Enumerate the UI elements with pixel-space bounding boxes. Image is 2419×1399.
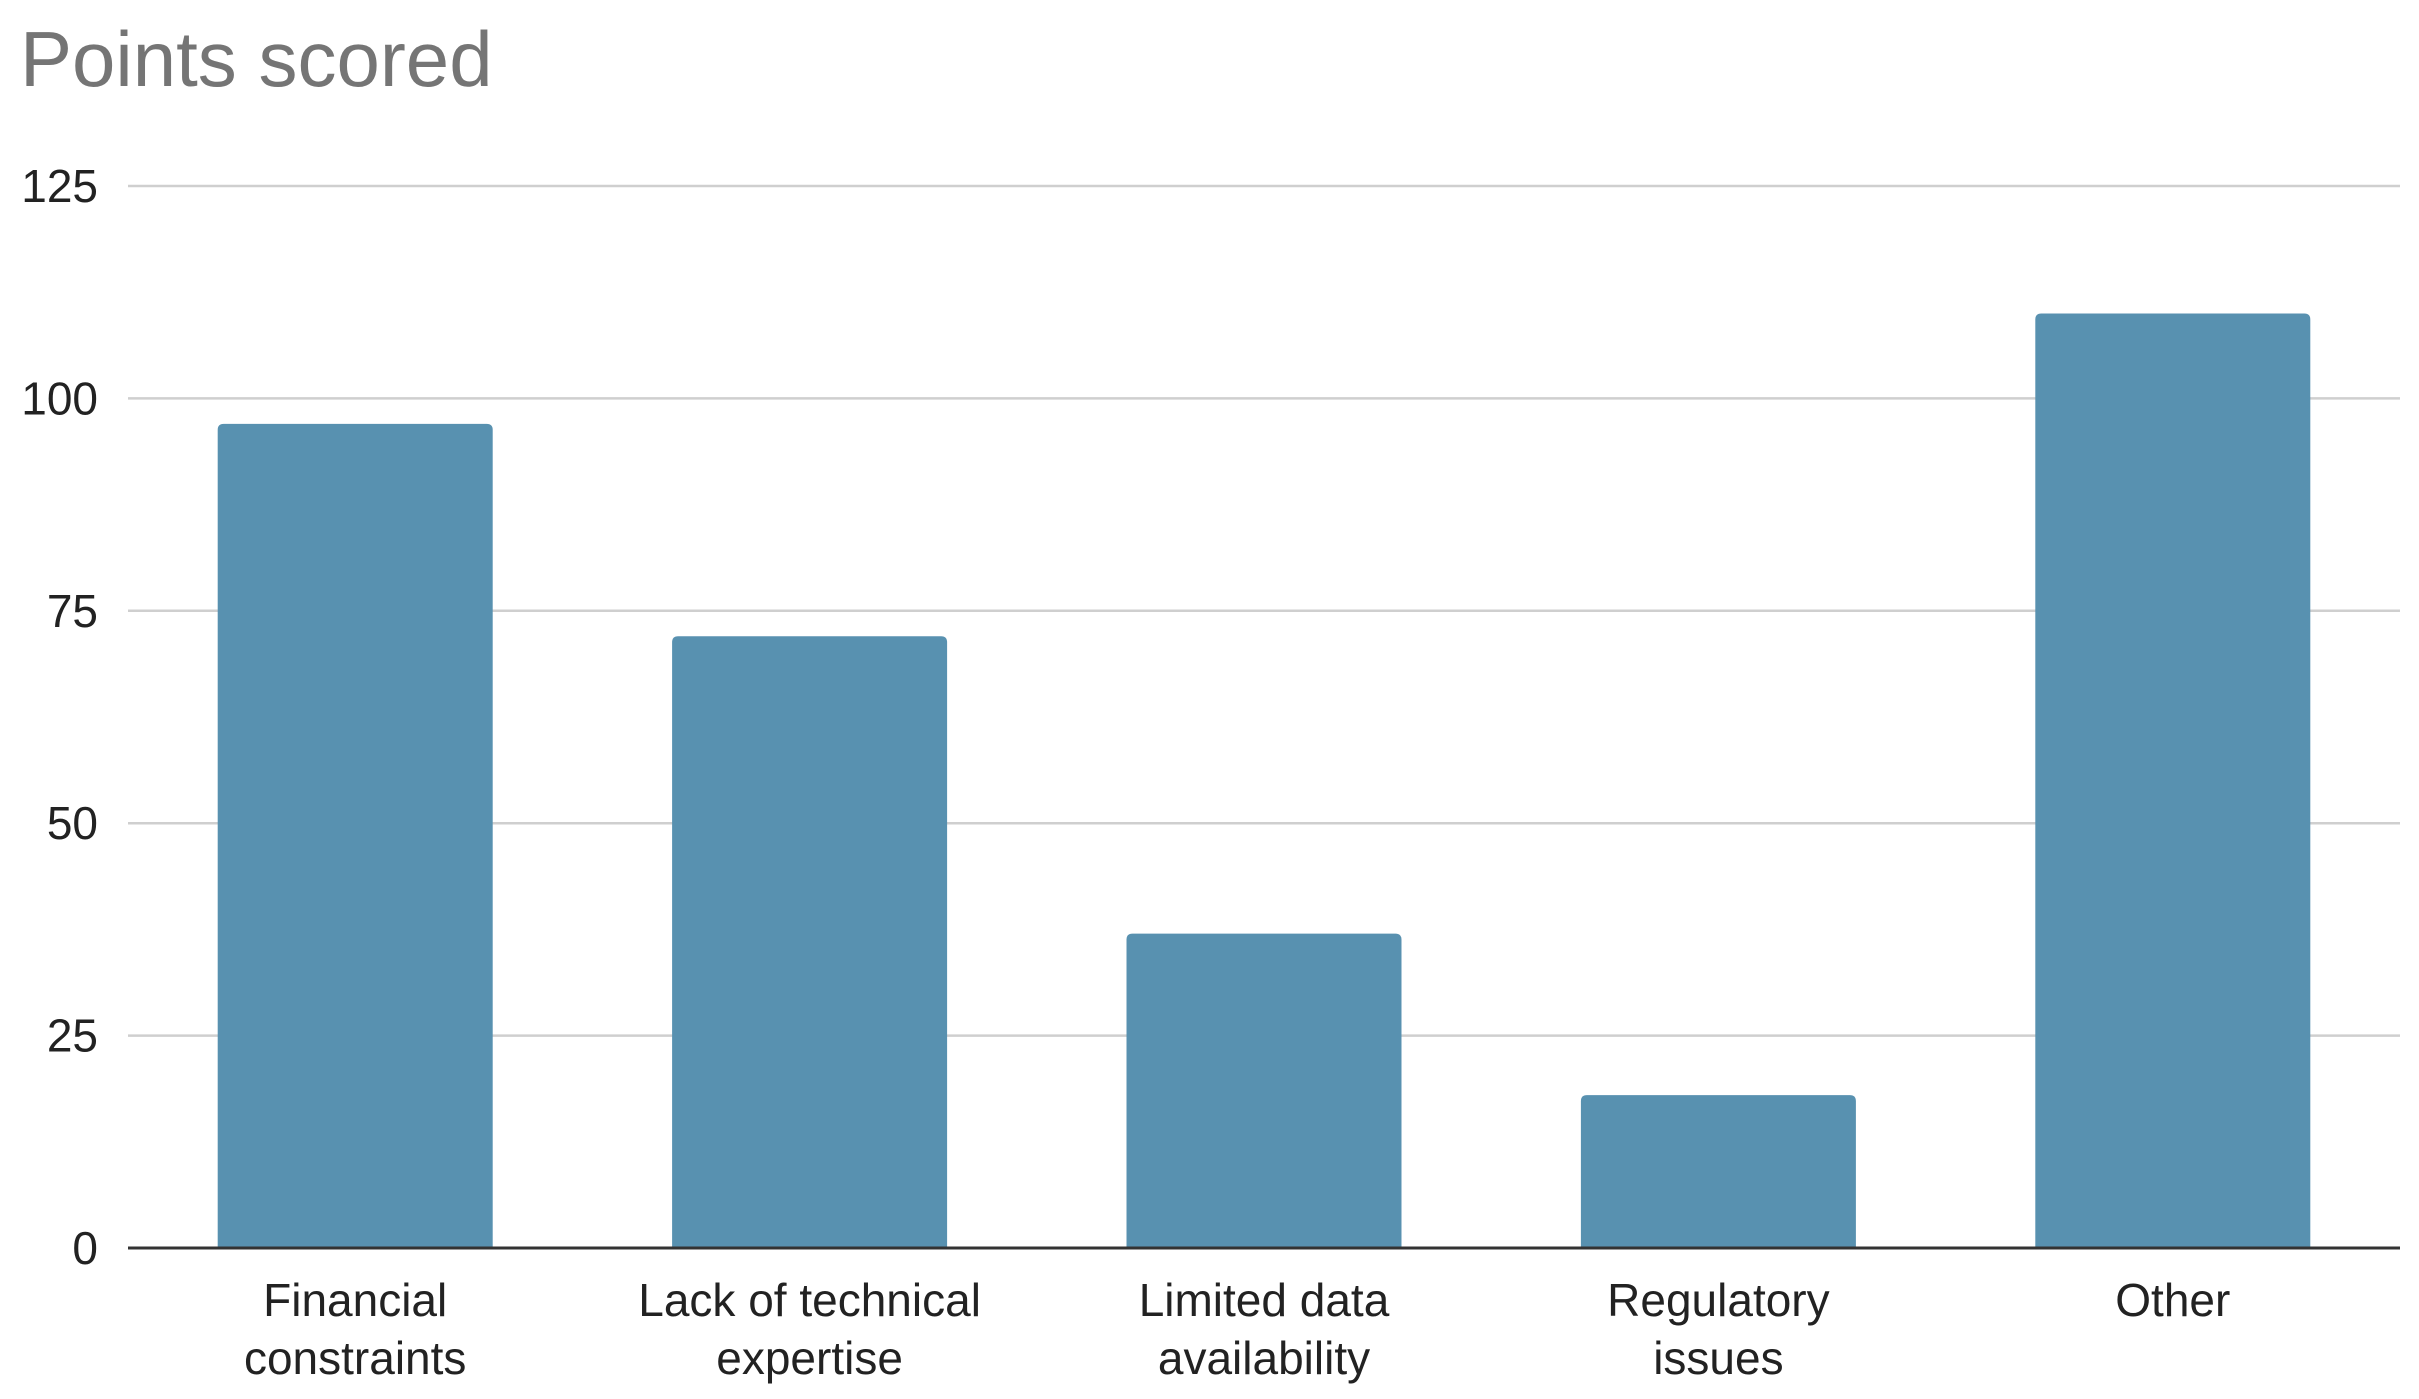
bars xyxy=(217,313,2311,1248)
bar xyxy=(1580,1095,1856,1248)
x-category-label-line: expertise xyxy=(716,1332,903,1384)
chart-title: Points scored xyxy=(20,15,493,103)
y-tick-label: 75 xyxy=(47,585,98,637)
x-category-label: Other xyxy=(2115,1274,2230,1326)
y-tick-label: 125 xyxy=(21,160,98,212)
x-axis-category-labels: Financial constraints Lack of technical exp… xyxy=(244,1274,2230,1384)
gridlines xyxy=(128,184,2400,1037)
y-axis-tick-labels: 0 25 50 75 100 125 xyxy=(21,160,98,1274)
y-tick-label: 0 xyxy=(72,1222,98,1274)
x-category-label-line: Financial xyxy=(263,1274,447,1326)
x-category-label: Lack of technical expertise xyxy=(638,1274,981,1384)
bar xyxy=(217,423,493,1248)
x-category-label-line: constraints xyxy=(244,1332,466,1384)
bar xyxy=(672,636,948,1248)
x-category-label: Regulatory issues xyxy=(1607,1274,1829,1384)
x-category-label-line: Regulatory xyxy=(1607,1274,1829,1326)
x-category-label-line: Lack of technical xyxy=(638,1274,981,1326)
y-tick-label: 25 xyxy=(47,1010,98,1062)
x-category-label: Financial constraints xyxy=(244,1274,466,1384)
x-category-label-line: Other xyxy=(2115,1274,2230,1326)
x-category-label-line: Limited data xyxy=(1139,1274,1390,1326)
y-tick-label: 100 xyxy=(21,372,98,424)
x-category-label-line: issues xyxy=(1653,1332,1783,1384)
x-category-label-line: availability xyxy=(1158,1332,1370,1384)
y-tick-label: 50 xyxy=(47,797,98,849)
x-category-label: Limited data availability xyxy=(1139,1274,1390,1384)
bar xyxy=(1126,933,1402,1248)
bar xyxy=(2035,313,2311,1248)
